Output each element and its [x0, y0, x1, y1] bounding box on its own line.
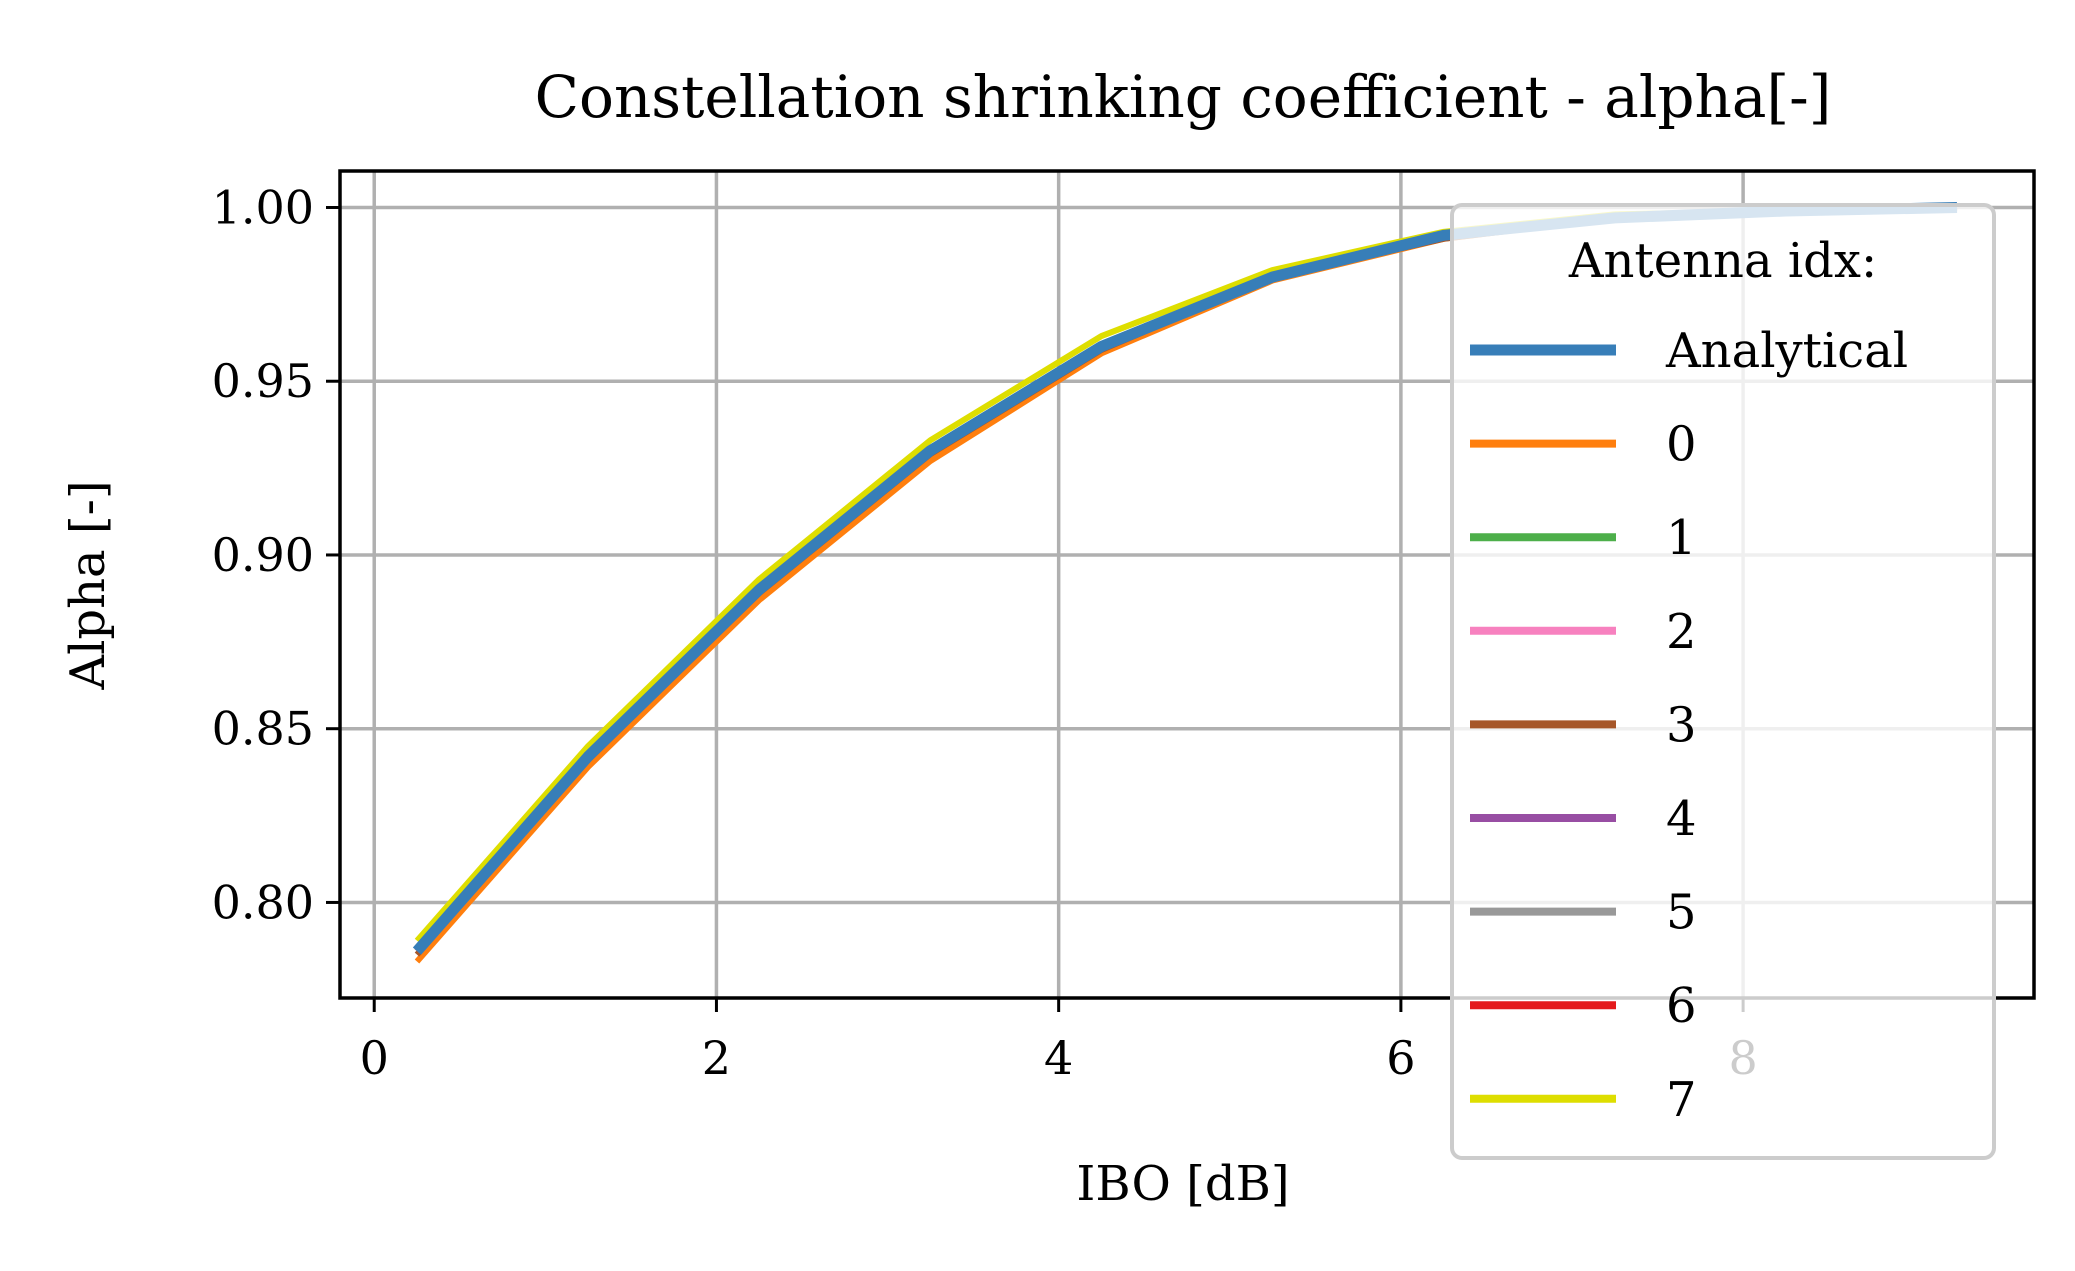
legend-label: 4 — [1666, 791, 1697, 847]
legend-label: 5 — [1666, 885, 1697, 941]
y-axis-ticks: 0.80 0.85 0.90 0.95 1.00 — [212, 180, 340, 929]
x-tick-label: 4 — [1044, 1031, 1073, 1085]
legend-label: 2 — [1666, 604, 1697, 660]
y-tick-label: 0.90 — [212, 528, 314, 582]
y-tick-label: 0.95 — [212, 354, 314, 408]
legend-label: 7 — [1666, 1072, 1697, 1128]
x-tick-label: 0 — [360, 1031, 389, 1085]
x-tick-label: 2 — [702, 1031, 731, 1085]
legend-label: 3 — [1666, 697, 1697, 753]
legend-label: 6 — [1666, 978, 1697, 1034]
legend-label: Analytical — [1665, 323, 1908, 379]
legend-title: Antenna idx: — [1568, 233, 1877, 289]
legend-label: 0 — [1666, 417, 1697, 473]
x-axis-label: IBO [dB] — [1076, 1156, 1289, 1212]
legend: Antenna idx: Analytical 0 1 2 3 4 5 6 7 — [1450, 203, 1996, 1160]
plot-frame — [338, 169, 2036, 1000]
x-tick-label: 6 — [1386, 1031, 1415, 1085]
y-tick-label: 1.00 — [212, 180, 314, 234]
y-axis-label: Alpha [-] — [60, 480, 116, 690]
y-tick-label: 0.85 — [212, 702, 314, 756]
legend-label: 1 — [1666, 510, 1697, 566]
legend-entries: Analytical 0 1 2 3 4 5 6 7 — [1470, 323, 1908, 1128]
y-tick-label: 0.80 — [212, 875, 314, 929]
chart-title: Constellation shrinking coefficient - al… — [535, 63, 1832, 131]
